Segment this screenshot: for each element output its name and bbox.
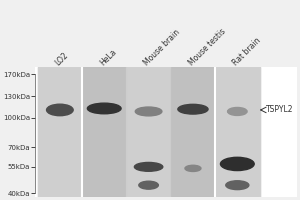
- Bar: [171, 67, 215, 197]
- Ellipse shape: [185, 165, 201, 171]
- Bar: [126, 67, 171, 197]
- Ellipse shape: [46, 104, 73, 116]
- Text: TSPYL2: TSPYL2: [266, 105, 294, 114]
- Ellipse shape: [134, 162, 163, 171]
- Ellipse shape: [178, 104, 208, 114]
- Ellipse shape: [226, 181, 249, 190]
- Ellipse shape: [139, 181, 158, 189]
- Bar: [38, 67, 82, 197]
- Ellipse shape: [220, 157, 254, 171]
- Ellipse shape: [228, 107, 247, 115]
- Ellipse shape: [87, 103, 121, 114]
- Bar: [82, 67, 126, 197]
- Bar: [38, 67, 260, 197]
- Bar: [215, 67, 260, 197]
- Ellipse shape: [135, 107, 162, 116]
